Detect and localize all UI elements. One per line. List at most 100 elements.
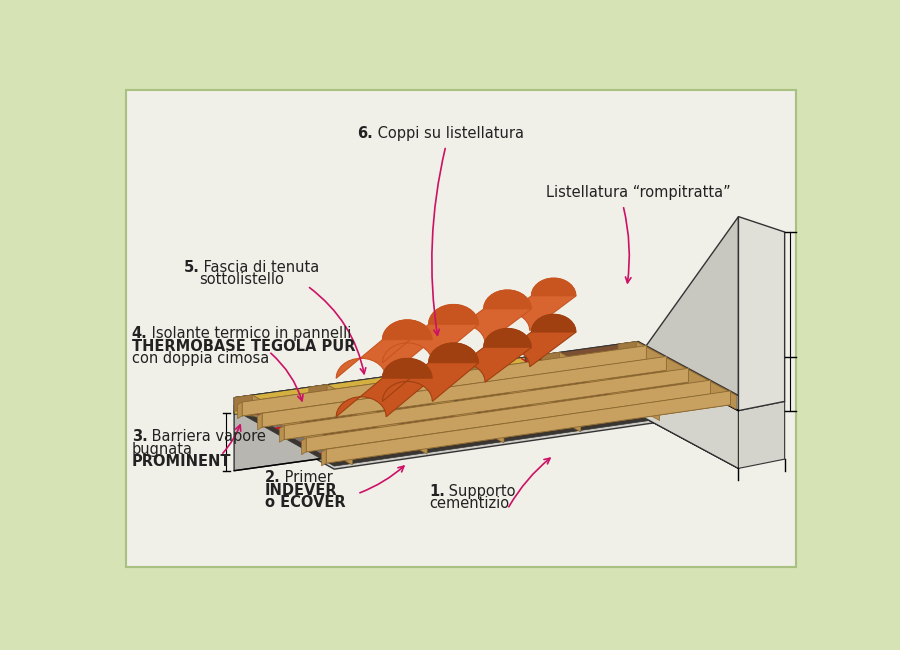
Circle shape bbox=[437, 387, 443, 393]
Polygon shape bbox=[234, 376, 488, 454]
Text: Fascia di tenuta: Fascia di tenuta bbox=[200, 260, 320, 275]
Polygon shape bbox=[386, 374, 404, 391]
FancyBboxPatch shape bbox=[126, 90, 796, 567]
Polygon shape bbox=[638, 357, 738, 469]
Polygon shape bbox=[234, 357, 738, 469]
Polygon shape bbox=[326, 391, 731, 463]
Polygon shape bbox=[234, 395, 353, 454]
Circle shape bbox=[357, 445, 364, 451]
Circle shape bbox=[414, 422, 419, 428]
Circle shape bbox=[504, 377, 510, 384]
Text: Primer: Primer bbox=[280, 470, 333, 486]
Circle shape bbox=[459, 400, 465, 406]
Circle shape bbox=[649, 403, 655, 409]
Circle shape bbox=[599, 379, 606, 385]
Circle shape bbox=[498, 424, 504, 430]
Polygon shape bbox=[274, 370, 681, 430]
Polygon shape bbox=[738, 402, 785, 469]
Text: con doppia cimosa: con doppia cimosa bbox=[131, 351, 269, 366]
Circle shape bbox=[341, 432, 347, 439]
Polygon shape bbox=[388, 373, 508, 432]
Circle shape bbox=[409, 422, 414, 428]
Polygon shape bbox=[382, 304, 479, 363]
Text: 1.: 1. bbox=[429, 484, 445, 499]
Text: 4.: 4. bbox=[131, 326, 148, 341]
Circle shape bbox=[532, 389, 538, 395]
Circle shape bbox=[430, 434, 436, 441]
Polygon shape bbox=[437, 328, 531, 382]
Circle shape bbox=[632, 391, 638, 397]
Polygon shape bbox=[262, 356, 666, 427]
Polygon shape bbox=[242, 346, 646, 416]
Polygon shape bbox=[437, 290, 531, 344]
Circle shape bbox=[286, 408, 292, 414]
Polygon shape bbox=[234, 395, 252, 411]
Polygon shape bbox=[326, 391, 731, 463]
Polygon shape bbox=[302, 438, 306, 454]
Polygon shape bbox=[238, 350, 634, 409]
Circle shape bbox=[644, 403, 650, 409]
Polygon shape bbox=[463, 363, 580, 421]
Polygon shape bbox=[560, 352, 660, 421]
Polygon shape bbox=[306, 380, 710, 452]
Circle shape bbox=[443, 387, 448, 393]
Polygon shape bbox=[541, 352, 560, 369]
Circle shape bbox=[508, 424, 515, 430]
Text: o ECOVER: o ECOVER bbox=[265, 495, 346, 510]
Circle shape bbox=[432, 387, 437, 393]
Circle shape bbox=[537, 389, 544, 395]
Polygon shape bbox=[521, 358, 621, 414]
Circle shape bbox=[464, 400, 471, 406]
Circle shape bbox=[576, 413, 582, 419]
Circle shape bbox=[308, 420, 314, 426]
Polygon shape bbox=[234, 357, 638, 471]
Polygon shape bbox=[284, 369, 688, 439]
Circle shape bbox=[336, 432, 342, 439]
Polygon shape bbox=[638, 357, 738, 469]
Circle shape bbox=[605, 379, 611, 385]
Polygon shape bbox=[408, 357, 526, 390]
Polygon shape bbox=[382, 358, 432, 378]
Circle shape bbox=[559, 401, 565, 408]
Polygon shape bbox=[382, 320, 432, 340]
Polygon shape bbox=[234, 349, 738, 462]
Circle shape bbox=[621, 391, 627, 397]
Text: 5.: 5. bbox=[184, 260, 200, 275]
Text: 6.: 6. bbox=[357, 126, 374, 141]
Circle shape bbox=[481, 411, 487, 418]
Circle shape bbox=[548, 401, 554, 408]
Polygon shape bbox=[234, 354, 738, 466]
Circle shape bbox=[582, 367, 589, 373]
Polygon shape bbox=[485, 315, 576, 367]
Polygon shape bbox=[336, 358, 432, 417]
Polygon shape bbox=[638, 216, 738, 411]
Polygon shape bbox=[382, 343, 479, 402]
Circle shape bbox=[436, 434, 442, 441]
Polygon shape bbox=[309, 385, 327, 401]
Text: 2.: 2. bbox=[265, 470, 281, 486]
Polygon shape bbox=[234, 349, 638, 413]
Polygon shape bbox=[299, 384, 706, 443]
Circle shape bbox=[425, 434, 431, 441]
Circle shape bbox=[486, 411, 492, 418]
Circle shape bbox=[359, 398, 365, 404]
Circle shape bbox=[297, 408, 303, 414]
Polygon shape bbox=[428, 304, 479, 324]
Polygon shape bbox=[541, 341, 738, 410]
Circle shape bbox=[554, 401, 560, 408]
Circle shape bbox=[454, 400, 460, 406]
Polygon shape bbox=[526, 355, 642, 411]
Circle shape bbox=[352, 445, 358, 451]
Text: PROMINENT: PROMINENT bbox=[131, 454, 231, 469]
Text: THERMOBASE TEGOLA PUR: THERMOBASE TEGOLA PUR bbox=[131, 339, 356, 354]
Polygon shape bbox=[541, 352, 660, 410]
Polygon shape bbox=[238, 402, 242, 419]
Circle shape bbox=[475, 411, 482, 418]
Text: Coppi su listellatura: Coppi su listellatura bbox=[373, 126, 524, 141]
Text: Supporto: Supporto bbox=[445, 484, 516, 499]
Polygon shape bbox=[408, 357, 626, 428]
Text: cementizio: cementizio bbox=[429, 497, 509, 512]
Polygon shape bbox=[531, 315, 576, 332]
Polygon shape bbox=[257, 413, 262, 430]
Polygon shape bbox=[618, 342, 636, 358]
